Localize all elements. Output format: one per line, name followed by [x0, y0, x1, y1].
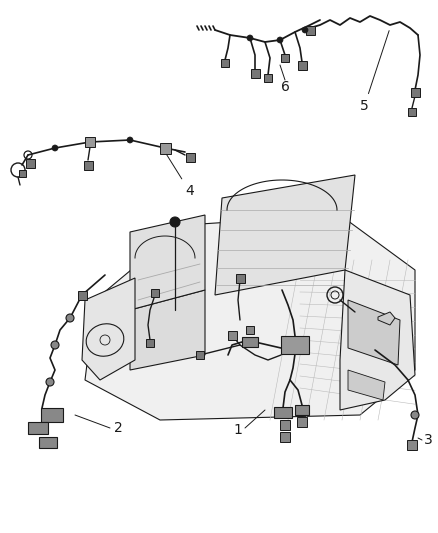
Bar [151, 289, 159, 297]
Bar [297, 417, 307, 427]
Polygon shape [215, 175, 355, 295]
Text: 3: 3 [424, 433, 432, 447]
Bar [78, 290, 86, 300]
Bar [410, 87, 420, 96]
Bar [196, 351, 204, 359]
Polygon shape [340, 270, 415, 410]
Bar [84, 160, 92, 169]
Bar [39, 437, 57, 448]
Bar [407, 440, 417, 450]
Bar [264, 74, 272, 82]
Bar [274, 407, 292, 417]
Polygon shape [82, 278, 135, 380]
Circle shape [127, 137, 133, 143]
Circle shape [51, 341, 59, 349]
Polygon shape [348, 300, 400, 365]
Bar [295, 405, 309, 415]
Bar [305, 26, 314, 35]
Polygon shape [85, 215, 415, 420]
Circle shape [66, 314, 74, 322]
Circle shape [247, 35, 253, 41]
Bar [227, 330, 237, 340]
Circle shape [411, 411, 419, 419]
Text: 1: 1 [233, 423, 243, 437]
Bar [246, 326, 254, 334]
Bar [28, 422, 48, 434]
Text: 6: 6 [281, 80, 290, 94]
Bar [85, 137, 95, 147]
Bar [221, 59, 229, 67]
Bar [146, 339, 154, 347]
Text: 4: 4 [166, 155, 194, 198]
Bar [41, 408, 63, 422]
Bar [281, 336, 309, 354]
Bar [280, 432, 290, 442]
Circle shape [170, 217, 180, 227]
Circle shape [46, 378, 54, 386]
Bar [281, 54, 289, 62]
Bar [242, 337, 258, 347]
Bar [280, 420, 290, 430]
Polygon shape [130, 290, 205, 370]
Bar [236, 273, 244, 282]
Circle shape [302, 27, 308, 33]
Bar [186, 152, 194, 161]
Polygon shape [378, 312, 395, 325]
Circle shape [277, 37, 283, 43]
Bar [408, 108, 416, 116]
Text: 5: 5 [360, 30, 389, 113]
Circle shape [52, 145, 58, 151]
Bar [251, 69, 259, 77]
Polygon shape [348, 370, 385, 400]
Text: 2: 2 [113, 421, 122, 435]
Bar [18, 169, 25, 176]
Bar [159, 142, 170, 154]
Bar [25, 158, 35, 167]
Bar [297, 61, 307, 69]
Polygon shape [130, 215, 205, 310]
